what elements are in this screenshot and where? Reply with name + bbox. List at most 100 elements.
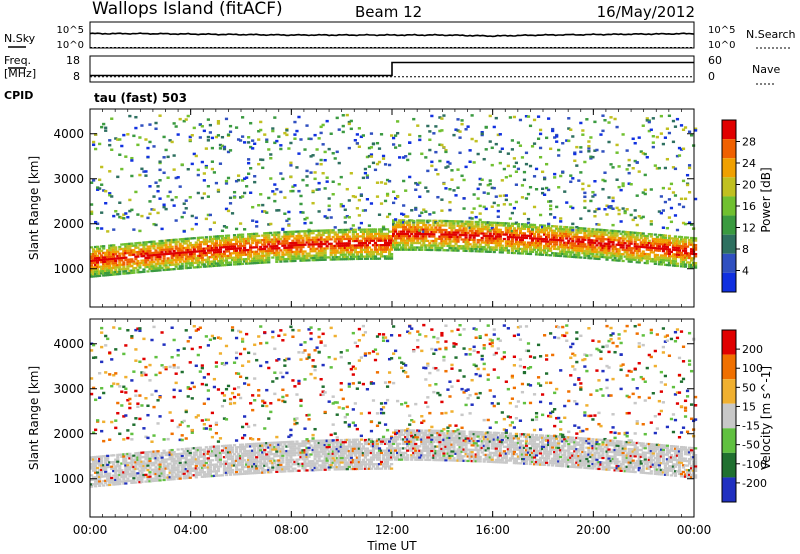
range-gate-cell: [323, 231, 327, 234]
range-gate-cell: [188, 361, 192, 364]
range-gate-cell: [426, 169, 430, 173]
range-gate-cell: [289, 246, 293, 249]
range-gate-cell: [208, 240, 212, 243]
range-gate-cell: [241, 244, 245, 248]
range-gate-cell: [253, 261, 257, 265]
range-gate-cell: [631, 254, 635, 257]
range-gate-cell: [210, 160, 214, 163]
range-gate-cell: [226, 256, 231, 260]
range-gate-cell: [102, 269, 106, 273]
range-gate-cell: [317, 256, 321, 259]
range-gate-cell: [440, 224, 444, 227]
range-gate-cell: [130, 461, 134, 464]
range-gate-cell: [186, 257, 190, 261]
range-gate-cell: [261, 158, 265, 162]
range-gate-cell: [164, 453, 168, 457]
range-gate-cell: [490, 226, 494, 230]
range-gate-cell: [675, 154, 680, 158]
range-gate-cell: [331, 256, 335, 259]
range-gate-cell: [643, 192, 647, 196]
range-gate-cell: [186, 476, 190, 480]
range-gate-cell: [528, 124, 533, 128]
range-gate-cell: [144, 464, 148, 467]
range-gate-cell: [120, 455, 124, 458]
range-gate-cell: [104, 479, 108, 482]
range-gate-cell: [504, 229, 508, 232]
range-gate-cell: [609, 205, 613, 208]
range-gate-cell: [271, 247, 275, 250]
range-gate-cell: [110, 244, 114, 247]
range-gate-cell: [355, 235, 359, 238]
range-gate-cell: [601, 253, 605, 256]
range-gate-cell: [402, 179, 406, 183]
range-gate-cell: [126, 242, 130, 246]
range-gate-cell: [132, 468, 136, 471]
range-gate-cell: [206, 135, 210, 139]
range-gate-cell: [506, 249, 510, 252]
range-gate-cell: [490, 237, 494, 240]
range-gate-cell: [186, 255, 190, 258]
range-gate-cell: [385, 228, 390, 231]
nsearch-tick-high: 10^5: [708, 25, 735, 36]
range-gate-cell: [422, 208, 426, 211]
range-gate-cell: [633, 141, 637, 145]
range-gate-cell: [146, 436, 150, 440]
range-gate-cell: [633, 247, 637, 250]
range-gate-cell: [373, 244, 378, 247]
range-gate-cell: [543, 229, 547, 232]
range-gate-cell: [182, 242, 186, 245]
range-gate-cell: [657, 247, 661, 250]
range-gate-cell: [307, 230, 311, 233]
range-gate-cell: [599, 246, 603, 249]
range-gate-cell: [456, 222, 460, 225]
range-gate-cell: [607, 206, 611, 209]
range-gate-cell: [92, 248, 96, 251]
range-gate-cell: [402, 156, 406, 159]
range-gate-cell: [154, 223, 158, 227]
range-gate-cell: [214, 242, 219, 245]
range-gate-cell: [597, 251, 601, 254]
range-gate-cell: [275, 251, 279, 254]
range-gate-cell: [170, 466, 174, 470]
range-gate-cell: [118, 453, 122, 456]
range-gate-cell: [621, 239, 625, 242]
range-gate-cell: [635, 194, 639, 197]
range-gate-cell: [168, 250, 172, 253]
range-gate-cell: [162, 262, 166, 265]
range-gate-cell: [633, 249, 637, 252]
range-gate-cell: [577, 235, 581, 239]
range-gate-cell: [261, 239, 265, 242]
range-gate-cell: [343, 255, 347, 259]
range-gate-cell: [581, 238, 585, 241]
range-gate-cell: [349, 227, 353, 231]
nave-tick-low: 0: [708, 70, 715, 83]
range-gate-cell: [685, 261, 690, 264]
range-gate-cell: [285, 235, 289, 238]
range-gate-cell: [92, 140, 96, 144]
range-gate-cell: [182, 246, 186, 250]
range-gate-cell: [220, 246, 225, 249]
range-gate-cell: [375, 244, 380, 247]
range-gate-cell: [176, 459, 180, 462]
range-gate-cell: [224, 261, 229, 264]
range-gate-cell: [597, 257, 601, 261]
range-gate-cell: [114, 261, 118, 265]
range-gate-cell: [114, 250, 118, 253]
range-gate-cell: [156, 211, 160, 215]
range-gate-cell: [166, 451, 170, 454]
range-gate-cell: [238, 240, 243, 243]
range-gate-cell: [396, 232, 400, 236]
range-gate-cell: [581, 229, 585, 232]
range-gate-cell: [297, 252, 301, 256]
range-gate-cell: [194, 266, 198, 269]
range-gate-cell: [327, 204, 331, 208]
range-gate-cell: [675, 240, 680, 243]
range-gate-cell: [130, 479, 134, 482]
range-gate-cell: [434, 228, 438, 231]
range-gate-cell: [309, 238, 313, 242]
range-gate-cell: [643, 152, 647, 156]
range-gate-cell: [273, 116, 277, 119]
range-gate-cell: [694, 244, 698, 247]
range-gate-cell: [162, 257, 166, 260]
range-gate-cell: [102, 468, 106, 471]
